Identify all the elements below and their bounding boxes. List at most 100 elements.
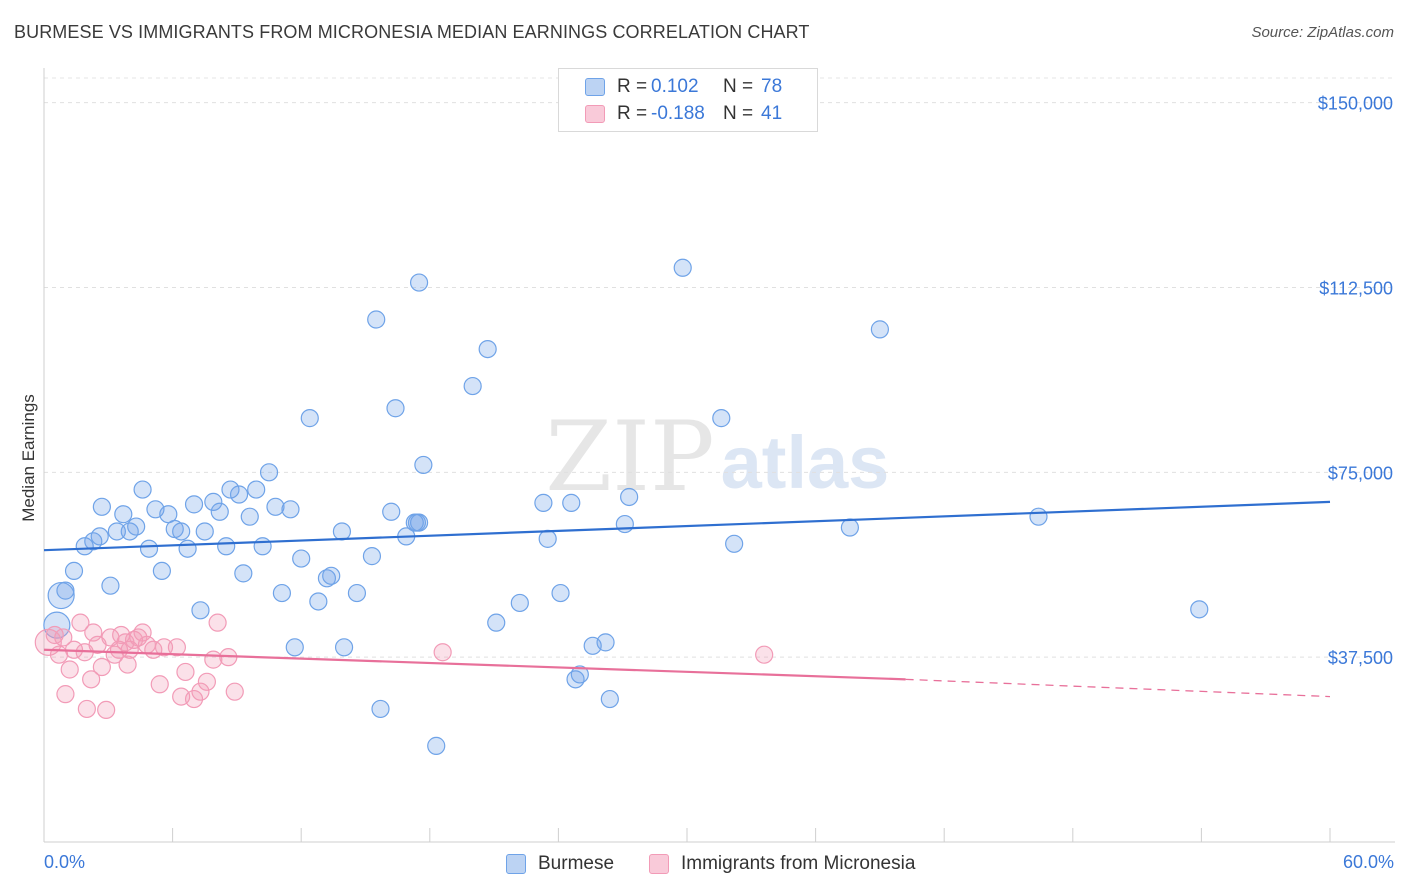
micronesia-point bbox=[167, 638, 186, 657]
burmese-swatch bbox=[585, 78, 605, 96]
y-tick-label: $150,000 bbox=[1318, 94, 1393, 114]
burmese-point bbox=[172, 522, 191, 541]
micronesia-point bbox=[60, 660, 79, 679]
burmese-point bbox=[712, 409, 731, 428]
legend-item-burmese[interactable]: Burmese bbox=[506, 853, 614, 875]
burmese-point bbox=[334, 638, 354, 657]
burmese-point bbox=[47, 581, 75, 610]
burmese-point bbox=[221, 480, 240, 499]
burmese-point bbox=[570, 665, 589, 684]
burmese-point bbox=[332, 522, 352, 541]
burmese-point bbox=[551, 583, 570, 603]
micronesia-point bbox=[97, 700, 116, 720]
micronesia-point bbox=[71, 613, 90, 632]
burmese-point bbox=[92, 497, 111, 516]
burmese-point bbox=[1029, 507, 1048, 526]
burmese-point bbox=[204, 492, 223, 511]
burmese-point bbox=[347, 583, 367, 603]
burmese-point bbox=[673, 258, 692, 277]
burmese-point bbox=[600, 689, 619, 709]
burmese-point bbox=[114, 505, 133, 524]
r-value: -0.188 bbox=[651, 103, 705, 124]
burmese-point bbox=[362, 547, 382, 566]
trend-lines bbox=[43, 500, 1331, 698]
burmese-point bbox=[409, 273, 429, 292]
burmese-point bbox=[382, 502, 401, 521]
burmese-point bbox=[266, 497, 285, 516]
series-legend: Burmese Immigrants from Micronesia bbox=[0, 851, 1406, 879]
x-axis-min-label: 0.0% bbox=[44, 852, 86, 872]
micronesia-point bbox=[225, 682, 244, 701]
burmese-point bbox=[281, 500, 300, 519]
micronesia-point bbox=[755, 645, 774, 664]
burmese-point bbox=[478, 339, 497, 359]
burmese-point bbox=[127, 517, 146, 536]
stats-row-micronesia: R = -0.188 N = 41 bbox=[585, 102, 782, 126]
micronesia-point bbox=[154, 638, 174, 657]
burmese-point bbox=[43, 611, 71, 639]
burmese-point bbox=[840, 518, 859, 537]
burmese-point bbox=[191, 601, 210, 620]
burmese-point bbox=[538, 529, 557, 548]
burmese-point bbox=[75, 537, 94, 556]
micronesia-trend-line bbox=[43, 648, 906, 681]
burmese-point bbox=[195, 522, 214, 541]
y-tick-labels: $37,500 $75,000 $112,500 $150,000 bbox=[1318, 94, 1393, 669]
burmese-point bbox=[309, 592, 328, 611]
burmese-point bbox=[427, 736, 446, 755]
burmese-point bbox=[487, 613, 506, 632]
burmese-point bbox=[371, 699, 390, 719]
burmese-trend-line bbox=[43, 500, 1331, 552]
burmese-point bbox=[107, 522, 126, 541]
micronesia-point bbox=[56, 685, 75, 704]
micronesia-point bbox=[176, 662, 195, 682]
y-tick-label: $112,500 bbox=[1319, 278, 1393, 298]
stats-row-burmese: R = 0.102 N = 78 bbox=[585, 75, 782, 99]
burmese-point bbox=[259, 463, 279, 482]
burmese-point bbox=[463, 376, 482, 396]
burmese-point bbox=[178, 539, 197, 558]
burmese-point bbox=[184, 495, 204, 514]
x-axis-max-label: 60.0% bbox=[1342, 852, 1394, 872]
burmese-point bbox=[414, 455, 433, 475]
micronesia-point bbox=[197, 672, 216, 691]
micronesia-point bbox=[118, 655, 137, 674]
micronesia-point bbox=[92, 657, 111, 677]
legend-label-micronesia: Immigrants from Micronesia bbox=[681, 853, 916, 874]
burmese-point bbox=[725, 534, 744, 553]
y-axis-label: Median Earnings bbox=[19, 394, 38, 522]
n-value: 78 bbox=[761, 76, 783, 97]
burmese-point bbox=[534, 493, 553, 512]
micronesia-point bbox=[77, 699, 96, 719]
burmese-point bbox=[596, 633, 615, 652]
burmese-point bbox=[407, 513, 427, 532]
micronesia-point bbox=[54, 628, 73, 647]
micronesia-point bbox=[433, 643, 452, 662]
legend-label-burmese: Burmese bbox=[538, 853, 615, 874]
burmese-point bbox=[133, 480, 152, 499]
burmese-point bbox=[139, 539, 159, 558]
burmese-point bbox=[367, 310, 386, 329]
burmese-point bbox=[210, 502, 229, 521]
r-value: 0.102 bbox=[651, 76, 699, 97]
burmese-point bbox=[152, 561, 171, 581]
burmese-point bbox=[562, 493, 581, 512]
micronesia-point bbox=[109, 640, 129, 659]
micronesia-point bbox=[150, 675, 169, 694]
burmese-point bbox=[253, 537, 272, 556]
burmese-legend-swatch bbox=[506, 854, 526, 874]
r-label: R = bbox=[617, 103, 648, 124]
legend-item-micronesia[interactable]: Immigrants from Micronesia bbox=[649, 853, 915, 875]
burmese-point bbox=[101, 576, 120, 595]
micronesia-legend-swatch bbox=[649, 854, 669, 874]
y-tick-label: $37,500 bbox=[1328, 648, 1393, 668]
r-label: R = bbox=[617, 76, 648, 97]
axes bbox=[43, 68, 1395, 843]
n-value: 41 bbox=[761, 103, 783, 124]
burmese-point bbox=[285, 638, 304, 657]
burmese-point bbox=[510, 593, 529, 613]
burmese-point bbox=[247, 480, 266, 499]
micronesia-point bbox=[120, 640, 139, 659]
chart-title: BURMESE VS IMMIGRANTS FROM MICRONESIA ME… bbox=[14, 22, 810, 42]
burmese-point bbox=[56, 581, 75, 600]
